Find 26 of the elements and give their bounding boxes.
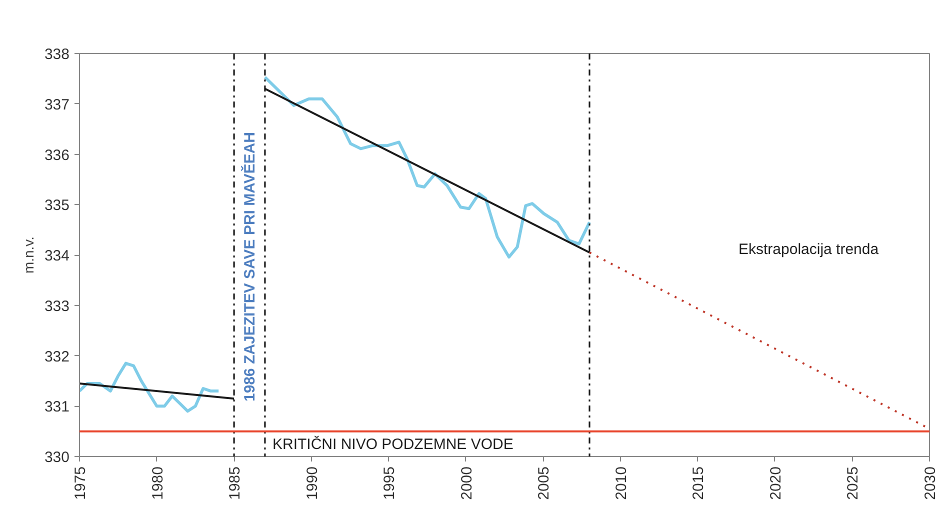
annotation: Ekstrapolacija trenda [738, 241, 880, 258]
x-tick-label: 2025 [844, 466, 862, 500]
y-tick-label: 331 [44, 398, 70, 416]
y-tick-label: 333 [44, 298, 70, 315]
x-tick-label: 2005 [536, 466, 553, 500]
y-tick-label: 336 [44, 146, 70, 164]
y-tick-label: 338 [44, 46, 70, 63]
y-tick-label: 330 [44, 449, 70, 466]
y-tick-label: 334 [44, 248, 70, 264]
ref-line-label: 1986 ZAJEZITEV SAVE PRI MAVĚEAH [240, 132, 259, 402]
y-tick-label: 332 [44, 348, 70, 366]
x-tick-label: 1975 [72, 466, 89, 500]
x-tick-label: 1985 [226, 466, 244, 500]
y-tick-label: 335 [44, 197, 70, 214]
x-tick-label: 2000 [458, 466, 476, 500]
y-tick-label: 337 [44, 96, 70, 114]
ref-line-label: KRITIČNI NIVO PODZEMNE VODE [272, 434, 514, 453]
x-tick-label: 1980 [149, 466, 166, 500]
line-series [80, 362, 220, 413]
y-axis-title: m.n.v. [20, 236, 36, 274]
x-tick-label: 1995 [381, 466, 398, 500]
x-tick-label: 1990 [304, 466, 321, 500]
x-tick-label: 2020 [767, 466, 784, 500]
x-tick-label: 2015 [690, 466, 708, 500]
x-tick-label: 2010 [612, 466, 630, 500]
x-tick-label: 2030 [922, 466, 939, 500]
